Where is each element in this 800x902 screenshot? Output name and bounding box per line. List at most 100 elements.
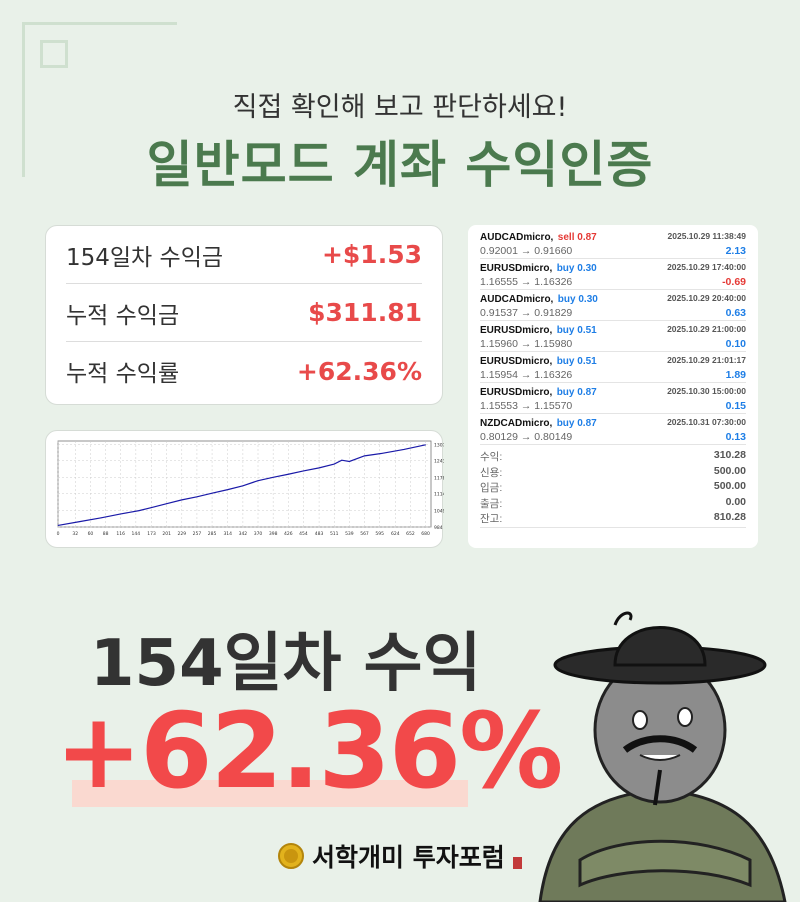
data-point: [211, 492, 213, 494]
trade-profit: 2.13: [725, 244, 746, 257]
trade-row: AUDCADmicro, buy 0.30 2025.10.29 20:40:00…: [480, 290, 746, 321]
stats-card: 154일차 수익금 +$1.53 누적 수익금 $311.81 누적 수익률 +62.…: [45, 225, 443, 405]
trade-prices: 0.92001 → 0.91660: [480, 244, 573, 257]
trade-profit: 1.89: [725, 368, 746, 381]
x-tick-label: 426: [284, 531, 293, 537]
data-point: [227, 489, 229, 491]
trade-row: EURUSDmicro, buy 0.51 2025.10.29 21:01:17…: [480, 352, 746, 383]
data-point: [348, 461, 350, 462]
equity-chart: 0 32 60 88 116 144 173 201 229 257 285 314 342 370 398…: [57, 440, 446, 537]
x-tick-label: 144: [132, 531, 141, 537]
x-tick-label: 285: [208, 531, 217, 537]
x-tick-label: 173: [147, 531, 156, 537]
brand-logo: 서학개미 투자포럼: [278, 838, 522, 874]
data-point: [303, 470, 304, 472]
stat-label: 누적 수익률: [66, 361, 180, 387]
trade-profit: 0.15: [725, 399, 746, 412]
summary-label: 입금:: [480, 482, 503, 494]
data-point: [120, 513, 122, 515]
summary-value: 310.28: [713, 449, 746, 461]
trade-profit: 0.63: [725, 306, 746, 319]
trade-prices: 1.15553 → 1.15570: [480, 399, 573, 412]
x-tick-label: 116: [116, 531, 125, 537]
symbol: EURUSDmicro,: [480, 324, 553, 336]
x-tick-label: 398: [269, 531, 278, 537]
data-point: [272, 476, 274, 478]
trade-symbol: NZDCADmicro, buy 0.87: [480, 413, 597, 431]
data-point: [242, 485, 244, 487]
x-tick-label: 652: [406, 531, 415, 537]
stat-row: 누적 수익률 +62.36%: [66, 342, 422, 400]
summary-row: 신용: 500.00: [480, 465, 746, 481]
data-point: [79, 521, 81, 523]
trade-row: NZDCADmicro, buy 0.87 2025.10.31 07:30:00…: [480, 414, 746, 445]
data-point: [257, 480, 259, 482]
summary-row: 수익: 310.28: [480, 449, 746, 465]
summary-value: 500.00: [713, 480, 746, 492]
trade-profit: 0.10: [725, 337, 746, 350]
trade-row: AUDCADmicro, sell 0.87 2025.10.29 11:38:4…: [480, 228, 746, 259]
x-tick-label: 32: [72, 531, 78, 537]
brand-name: 서학개미 투자포럼: [312, 843, 505, 872]
y-tick-label: 1243: [434, 459, 444, 465]
x-tick-label: 201: [162, 531, 171, 537]
corner-decoration: [22, 22, 177, 177]
data-point: [138, 510, 140, 512]
stat-row: 154일차 수익금 +$1.53: [66, 226, 422, 284]
stat-label: 154일차 수익금: [66, 244, 224, 271]
x-tick-label: 539: [345, 531, 354, 537]
trade-prices: 0.91537 → 0.91829: [480, 306, 573, 319]
trade-prices: 0.80129 → 0.80149: [480, 430, 573, 443]
x-tick-label: 257: [193, 531, 202, 537]
trade-time: 2025.10.30 15:00:00: [667, 385, 746, 396]
summary-value: 810.28: [713, 511, 746, 523]
summary-label: 잔고:: [480, 513, 503, 525]
scholar-character-illustration: [538, 611, 787, 902]
data-point: [364, 455, 365, 457]
equity-line: [57, 444, 426, 527]
x-tick-label: 342: [239, 531, 248, 537]
x-tick-label: 229: [177, 531, 186, 537]
highlight-bar: [72, 780, 468, 807]
data-point: [181, 499, 183, 501]
x-tick-label: 88: [103, 531, 109, 537]
trade-side: buy 0.87: [556, 417, 597, 429]
trade-profit: 0.13: [725, 430, 746, 443]
symbol: AUDCADmicro,: [480, 293, 554, 305]
summary-row: 잔고: 810.28: [480, 511, 746, 527]
data-point: [333, 463, 335, 465]
trade-time: 2025.10.29 17:40:00: [667, 261, 746, 272]
summary-row: 입금: 500.00: [480, 480, 746, 496]
y-tick-label: 1307: [434, 442, 444, 448]
trade-profit: -0.69: [722, 275, 746, 288]
data-point: [100, 517, 102, 519]
summary-label: 출금:: [480, 497, 503, 510]
page-title: 일반모드 계좌 수익인증: [146, 136, 654, 194]
seal-stamp-icon: [512, 857, 522, 869]
corner-decoration-square: [40, 40, 68, 68]
x-tick-label: 680: [421, 531, 430, 537]
stat-value: +62.36%: [296, 356, 422, 386]
x-tick-label: 454: [299, 531, 308, 537]
trade-symbol: EURUSDmicro, buy 0.51: [480, 351, 597, 369]
x-tick-label: 60: [88, 531, 94, 537]
trade-side: buy 0.30: [556, 262, 597, 274]
symbol: EURUSDmicro,: [480, 355, 553, 367]
summary-value: 500.00: [713, 464, 746, 477]
hero-days: 154일차 수익: [90, 627, 482, 701]
x-tick-label: 595: [375, 531, 384, 537]
data-point: [341, 459, 343, 461]
trade-side: buy 0.30: [557, 293, 598, 305]
data-point: [196, 496, 198, 498]
stat-value: +$1.53: [321, 240, 422, 269]
subtitle: 직접 확인해 보고 판단하세요!: [232, 92, 568, 123]
data-point: [425, 444, 426, 446]
y-tick-label: 1114: [434, 492, 444, 498]
data-point: [318, 467, 320, 469]
summary-row: 출금: 0.00: [480, 496, 746, 512]
data-point: [287, 473, 289, 475]
trade-symbol: AUDCADmicro, sell 0.87: [480, 227, 597, 245]
x-tick-label: 483: [315, 531, 324, 537]
trade-history: AUDCADmicro, sell 0.87 2025.10.29 11:38:4…: [468, 225, 758, 548]
x-tick-label: 0: [57, 531, 60, 537]
